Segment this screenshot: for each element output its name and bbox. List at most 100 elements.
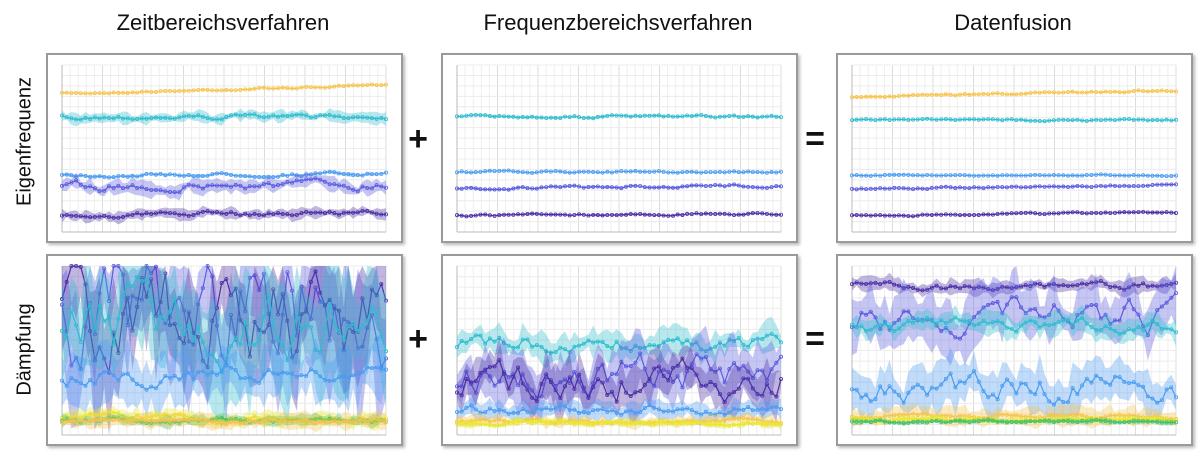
series-marker (647, 169, 652, 174)
series-marker (102, 411, 107, 416)
series-marker (567, 375, 572, 380)
series-marker (163, 210, 168, 215)
series-marker (591, 340, 596, 345)
series-marker (1037, 282, 1042, 287)
series-marker (1131, 173, 1136, 178)
series-marker (764, 185, 769, 190)
series-marker (69, 415, 74, 420)
series-marker (953, 315, 958, 320)
series-marker (224, 422, 229, 427)
series-marker (106, 417, 111, 422)
series-marker (506, 187, 511, 192)
series-marker (238, 113, 243, 118)
series-marker (915, 382, 920, 387)
series-marker (764, 382, 769, 387)
series-marker (995, 419, 1000, 424)
series-marker (374, 83, 379, 88)
series-marker (304, 417, 309, 422)
series-marker (666, 408, 671, 413)
series-marker (609, 371, 614, 376)
series-marker (511, 410, 516, 415)
series-marker (1122, 420, 1127, 425)
series-marker (1089, 172, 1094, 177)
series-marker (925, 287, 930, 292)
series-marker (111, 418, 116, 423)
series-marker (210, 352, 215, 357)
series-marker (685, 365, 690, 370)
series-marker (163, 173, 168, 178)
series-marker (257, 337, 262, 342)
series-marker (379, 282, 384, 287)
series-marker (1098, 316, 1103, 321)
series-marker (525, 387, 530, 392)
series-marker (948, 284, 953, 289)
series-marker (915, 117, 920, 122)
series-marker (600, 185, 605, 190)
series-marker (1084, 376, 1089, 381)
series-marker (111, 263, 116, 268)
series-marker (577, 379, 582, 384)
series-marker (275, 114, 280, 119)
series-marker (666, 170, 671, 175)
series-marker (1150, 183, 1155, 188)
series-marker (939, 286, 944, 291)
series-marker (355, 328, 360, 333)
series-marker (74, 413, 79, 418)
series-marker (191, 342, 196, 347)
series-marker (953, 173, 958, 178)
series-marker (1037, 419, 1042, 424)
series-marker (868, 309, 873, 314)
series-marker (896, 186, 901, 191)
series-marker (360, 173, 365, 178)
series-marker (506, 168, 511, 173)
series-marker (135, 417, 140, 422)
series-marker (469, 185, 474, 190)
series-marker (83, 174, 88, 179)
series-marker (130, 293, 135, 298)
series-marker (506, 375, 511, 380)
series-marker (1169, 210, 1174, 215)
series-marker (1070, 419, 1075, 424)
series-marker (252, 112, 257, 117)
series-marker (318, 420, 323, 425)
series-marker (943, 376, 948, 381)
series-marker (111, 90, 116, 95)
series-marker (614, 169, 619, 174)
series-marker (934, 185, 939, 190)
series-marker (1042, 90, 1047, 95)
series-marker (327, 338, 332, 343)
series-marker (478, 410, 483, 415)
series-marker (972, 323, 977, 328)
series-marker (1108, 117, 1113, 122)
confidence-band (62, 266, 386, 429)
series-marker (769, 421, 774, 426)
series-marker (516, 365, 521, 370)
series-marker (1065, 419, 1070, 424)
series-marker (920, 288, 925, 293)
series-marker (1159, 88, 1164, 93)
series-marker (713, 422, 718, 427)
series-marker (1155, 89, 1160, 94)
series-marker (327, 182, 332, 187)
confidence-band (62, 410, 386, 433)
series-marker (544, 349, 549, 354)
series-marker (196, 370, 201, 375)
series-marker (275, 338, 280, 343)
series-marker (280, 172, 285, 177)
series-marker (247, 174, 252, 179)
series-marker (911, 416, 916, 421)
series-marker (229, 293, 234, 298)
series-marker (680, 407, 685, 412)
series-marker (219, 368, 224, 373)
series-marker (360, 115, 365, 120)
series-marker (958, 336, 963, 341)
series-marker (666, 213, 671, 218)
series-marker (464, 170, 469, 175)
series-marker (92, 174, 97, 179)
series-marker (313, 369, 318, 374)
series-marker (501, 187, 506, 192)
series-marker (563, 377, 568, 382)
series-marker (878, 117, 883, 122)
series-marker (205, 353, 210, 358)
series-line (61, 264, 387, 372)
